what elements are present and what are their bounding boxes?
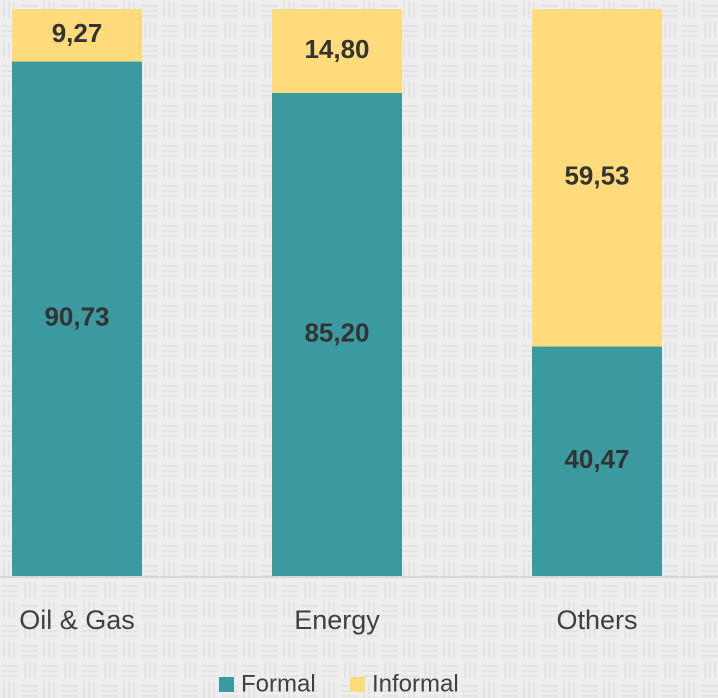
bar-segment — [272, 9, 402, 93]
x-tick-label: Energy — [294, 605, 380, 635]
data-label: 85,20 — [304, 317, 369, 347]
legend-label: Informal — [372, 670, 459, 697]
legend-label: Formal — [241, 670, 316, 697]
legend-swatch — [350, 677, 365, 692]
data-label: 59,53 — [564, 161, 629, 191]
x-tick-label: Oil & Gas — [19, 605, 135, 635]
data-label: 14,80 — [304, 34, 369, 64]
x-tick-label: Others — [556, 605, 637, 635]
bar-segment — [12, 9, 142, 62]
data-label: 90,73 — [44, 302, 109, 332]
data-label: 40,47 — [564, 444, 629, 474]
bar-segment — [532, 9, 662, 347]
legend-swatch — [219, 677, 234, 692]
bar-segment — [272, 92, 402, 576]
bar-segment — [532, 346, 662, 576]
data-label: 9,27 — [52, 18, 103, 48]
bar-segment — [12, 61, 142, 576]
